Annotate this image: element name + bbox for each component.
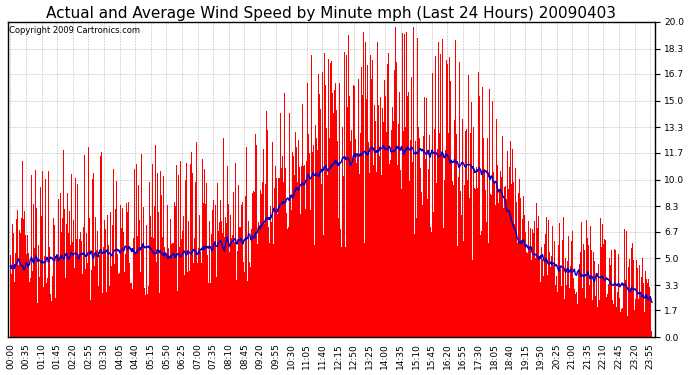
Title: Actual and Average Wind Speed by Minute mph (Last 24 Hours) 20090403: Actual and Average Wind Speed by Minute … — [46, 6, 616, 21]
Text: Copyright 2009 Cartronics.com: Copyright 2009 Cartronics.com — [9, 27, 140, 36]
